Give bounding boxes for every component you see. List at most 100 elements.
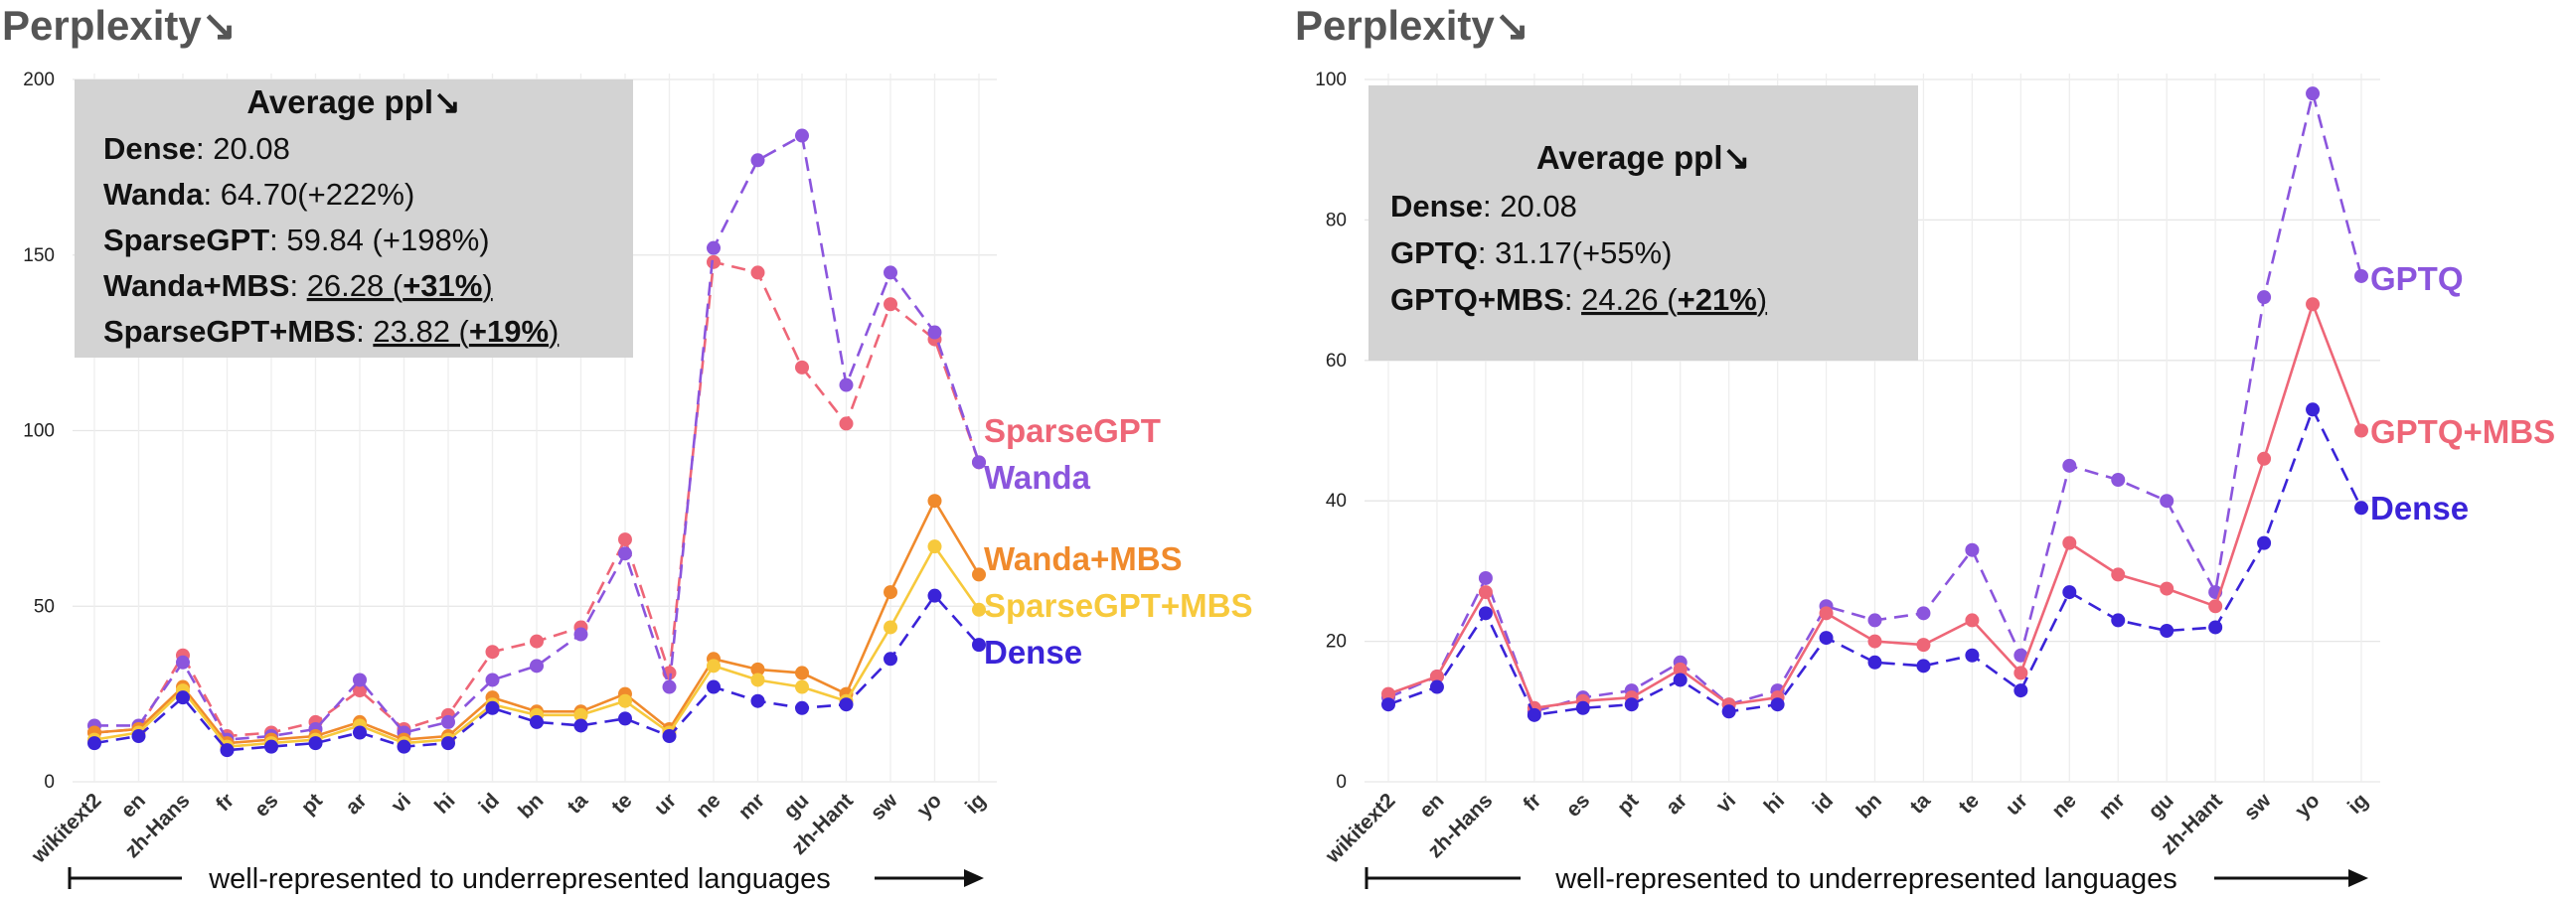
method-value: : 31.17(+55%) [1478, 235, 1673, 270]
method-name: Dense [1390, 189, 1483, 224]
x-tick-label: te [1954, 789, 1983, 818]
y-tick-label: 150 [23, 245, 55, 266]
data-point-dense [264, 739, 278, 754]
data-point-dense [1575, 700, 1590, 715]
x-tick-label: yo [912, 789, 946, 823]
data-point-sparsegpt [485, 645, 500, 660]
data-point-gptq-mbs [1965, 613, 1980, 628]
data-point-sparsegpt [750, 265, 765, 280]
data-point-dense [1965, 648, 1980, 663]
data-point-wanda [839, 377, 854, 392]
series-dense: Dense [87, 588, 1082, 758]
data-point-dense [1624, 697, 1639, 712]
data-point-sparsegpt [884, 297, 897, 312]
x-tick-label: es [250, 789, 283, 822]
data-point-gptq [1867, 613, 1882, 628]
data-point-sparsegpt [839, 416, 854, 431]
data-point-wanda [618, 546, 632, 561]
data-point-sparsegpt-mbs [750, 673, 765, 687]
x-tick-label: ne [2047, 789, 2081, 823]
data-point-gptq-mbs [2013, 666, 2028, 680]
x-tick-label: ta [1906, 789, 1936, 819]
series-label-sparsegpt-mbs: SparseGPT+MBS [984, 587, 1253, 624]
data-point-wanda-mbs [927, 494, 942, 509]
series-label-dense: Dense [984, 634, 1082, 671]
data-point-gptq [1965, 542, 1980, 557]
average-ppl-dense: Dense: 20.08 [1390, 189, 1577, 224]
data-point-dense [573, 718, 588, 733]
method-name: Dense [103, 131, 196, 166]
method-value: : [289, 268, 306, 303]
data-point-dense [1770, 697, 1785, 712]
data-point-gptq-mbs [2354, 423, 2368, 438]
data-point-dense [87, 736, 101, 751]
data-point-gptq-mbs [1673, 662, 1688, 676]
data-point-dense [795, 700, 809, 715]
x-tick-label: ur [650, 789, 681, 820]
data-point-gptq-mbs [2160, 581, 2174, 596]
method-value-underlined: 26.28 ( [307, 268, 403, 303]
data-point-gptq-mbs [2111, 567, 2126, 582]
data-point-wanda-mbs [972, 567, 986, 582]
data-point-dense [485, 700, 500, 715]
average-ppl-dense: Dense: 20.08 [103, 131, 290, 166]
data-point-gptq-mbs [1819, 606, 1834, 621]
data-point-dense [530, 714, 544, 729]
x-tick-label: mr [2095, 789, 2130, 824]
data-point-dense [1867, 655, 1882, 670]
x-tick-label: pt [1613, 789, 1643, 819]
data-point-dense [707, 679, 721, 694]
data-point-wanda [884, 265, 897, 280]
x-tick-label: vi [1712, 789, 1741, 818]
data-point-wanda [750, 153, 765, 168]
y-tick-label: 50 [34, 596, 55, 617]
data-point-sparsegpt-mbs [927, 539, 942, 554]
data-point-sparsegpt-mbs [707, 659, 721, 674]
x-tick-label: bn [514, 789, 548, 823]
x-tick-label: sw [866, 789, 902, 825]
average-ppl-heading: Average ppl↘ [1536, 139, 1750, 176]
data-point-dense [662, 729, 677, 744]
data-point-dense [397, 739, 411, 754]
data-point-dense [2306, 402, 2321, 417]
x-tick-label: fr [212, 789, 239, 816]
method-delta: +31% [402, 268, 482, 303]
data-point-wanda-mbs [795, 666, 809, 680]
method-name: GPTQ+MBS [1390, 282, 1564, 317]
data-point-dense [1527, 707, 1541, 722]
data-point-sparsegpt [795, 360, 809, 375]
data-point-dense [2013, 683, 2028, 698]
data-point-wanda-mbs [750, 662, 765, 676]
data-point-gptq [1916, 606, 1931, 621]
data-point-dense [2257, 535, 2272, 550]
average-ppl-gptq-mbs: GPTQ+MBS: 24.26 (+21%) [1390, 282, 1767, 317]
chart-title: Perplexity↘ [2, 2, 237, 49]
data-point-gptq [2111, 472, 2126, 487]
data-point-wanda [972, 455, 986, 470]
data-point-wanda [795, 128, 809, 143]
series-dense: Dense [1381, 402, 2469, 722]
data-point-dense [2111, 613, 2126, 628]
series-line-wanda [94, 134, 981, 741]
method-delta: +21% [1678, 282, 1757, 317]
data-point-dense [972, 638, 986, 653]
y-tick-label: 20 [1326, 632, 1347, 653]
y-tick-label: 0 [1336, 772, 1347, 793]
method-name: Wanda [103, 177, 204, 212]
method-value: : 20.08 [1483, 189, 1577, 224]
y-tick-label: 200 [23, 70, 55, 90]
data-point-gptq-mbs [1478, 585, 1493, 600]
series-line-dense [93, 594, 980, 752]
x-tick-label: id [1809, 789, 1838, 818]
method-value: : [1564, 282, 1581, 317]
data-point-dense [176, 690, 190, 705]
series-label-gptq: GPTQ [2370, 260, 2464, 297]
average-ppl-wanda-mbs: Wanda+MBS: 26.28 (+31%) [103, 268, 493, 303]
data-point-dense [1819, 631, 1834, 646]
y-tick-label: 0 [44, 772, 55, 793]
data-point-dense [308, 736, 323, 751]
